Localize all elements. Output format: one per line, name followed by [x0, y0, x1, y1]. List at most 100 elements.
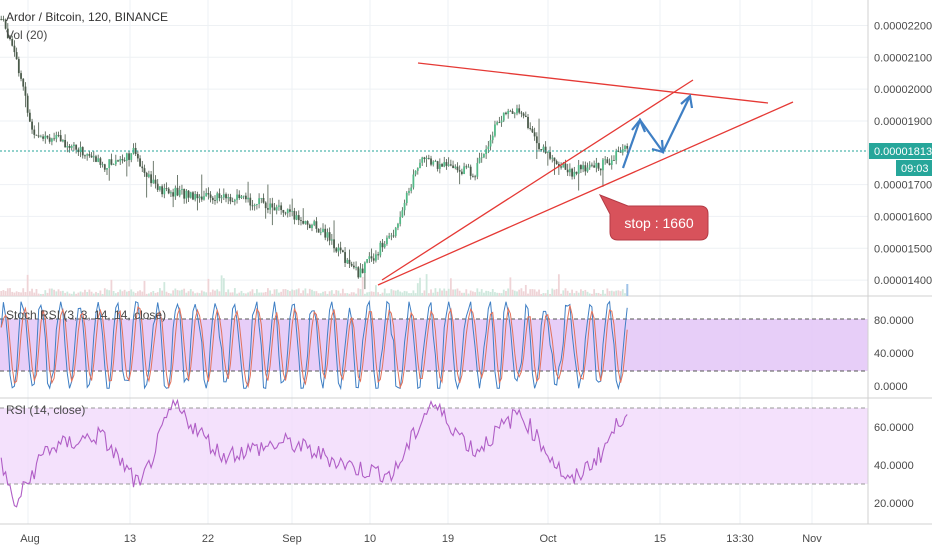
stop-callout[interactable]: stop : 1660 [598, 194, 709, 241]
volume-bar-136 [300, 293, 302, 296]
last-price-label: 0.00001813 [874, 146, 932, 158]
candle-body-144 [317, 228, 320, 233]
candle-body-282 [621, 149, 624, 153]
volume-bar-126 [278, 292, 280, 296]
volume-bar-32 [70, 293, 73, 296]
volume-bar-168 [370, 291, 373, 296]
volume-bar-43 [95, 291, 97, 296]
candle-body-41 [90, 155, 93, 158]
volume-bar-195 [430, 289, 432, 296]
candle-body-117 [258, 198, 260, 204]
volume-bar-198 [436, 291, 439, 296]
time-axis[interactable]: Aug 13 22 Sep 10 19 Oct 15 13:30 Nov [20, 533, 822, 545]
candle-body-1 [2, 19, 5, 20]
volume-bar-70 [154, 292, 157, 296]
candle-body-191 [421, 157, 424, 163]
candle-body-267 [588, 164, 591, 168]
volume-bar-143 [315, 291, 318, 296]
volume-bar-254 [560, 293, 562, 296]
countdown-label: 09:03 [901, 163, 929, 175]
resistance-trendline[interactable] [417, 62, 769, 104]
volume-bar-220 [485, 290, 488, 296]
volume-bar-212 [467, 293, 470, 296]
candle-body-26 [57, 134, 60, 136]
volume-bar-221 [487, 290, 490, 296]
trendlines[interactable] [377, 62, 794, 286]
upper-channel-trendline[interactable] [381, 79, 694, 281]
candle-body-247 [544, 146, 547, 154]
symbol-title[interactable]: Ardor / Bitcoin, 120, BINANCE [6, 10, 168, 24]
volume-bar-197 [434, 288, 437, 296]
volume-bar-207 [456, 288, 459, 296]
candle-body-258 [568, 168, 571, 173]
candle-body-123 [271, 203, 274, 208]
candle-body-64 [141, 166, 144, 169]
volume-bar-129 [284, 289, 287, 296]
volume-bar-200 [441, 290, 443, 296]
volume-bar-226 [498, 292, 501, 296]
candle-body-101 [222, 194, 225, 198]
candle-body-156 [344, 252, 346, 263]
candle-body-263 [580, 165, 582, 170]
volume-bar-119 [262, 292, 265, 296]
volume-bar-201 [443, 288, 446, 296]
candle-body-140 [308, 224, 311, 229]
volume-bar-40 [88, 289, 91, 296]
candle-body-13 [28, 112, 31, 122]
volume-bar-156 [344, 293, 346, 296]
candle-body-243 [535, 136, 538, 144]
candle-body-246 [542, 146, 545, 151]
time-label-0: Aug [20, 533, 40, 545]
candle-body-68 [150, 174, 152, 184]
volume-bar-131 [289, 291, 291, 296]
candle-body-182 [401, 210, 404, 218]
candle-body-262 [577, 165, 580, 174]
price-tick-4: 0.00001700 [874, 180, 932, 192]
volume-bar-91 [200, 290, 203, 296]
candle-body-176 [388, 235, 391, 238]
stoch-rsi-legend[interactable]: Stoch RSI (3, 3, 14, 14, close) [6, 308, 166, 322]
volume-bar-172 [379, 293, 382, 296]
projection-arrows[interactable] [621, 93, 694, 169]
candle-body-20 [44, 135, 47, 139]
stoch-axis: 80.0000 40.0000 0.0000 [874, 315, 914, 393]
support-trendline[interactable] [377, 101, 794, 286]
grid [0, 0, 868, 524]
volume-bar-20 [44, 290, 47, 296]
volume-bar-29 [64, 292, 67, 296]
volume-bar-279 [615, 290, 618, 296]
candle-body-115 [253, 204, 256, 206]
rsi-legend[interactable]: RSI (14, close) [6, 403, 85, 417]
volume-bar-67 [147, 293, 150, 296]
candle-body-89 [196, 194, 199, 199]
volume-bar-62 [136, 291, 139, 296]
candle-body-87 [192, 192, 194, 200]
candle-body-71 [156, 183, 159, 190]
candle-body-67 [147, 174, 150, 177]
candle-body-80 [176, 187, 179, 196]
volume-bar-53 [117, 292, 119, 296]
candle-body-265 [584, 165, 587, 172]
volume-bar-206 [454, 289, 457, 296]
candle-body-273 [602, 159, 604, 171]
candle-body-34 [75, 144, 78, 150]
candle-body-111 [244, 195, 247, 200]
volume-legend[interactable]: Vol (20) [6, 28, 47, 42]
price-axis[interactable]: 0.00002200 0.00002100 0.00002000 0.00001900… [874, 20, 932, 287]
candle-body-135 [297, 215, 300, 221]
candle-body-136 [300, 220, 302, 221]
volume-bar-128 [282, 289, 285, 296]
volume-bar-248 [546, 289, 549, 296]
volume-bar-last [626, 284, 629, 296]
volume-bar-227 [500, 293, 503, 296]
candle-body-43 [95, 156, 97, 162]
candle-body-183 [403, 202, 406, 211]
candle-body-124 [273, 207, 276, 211]
candle-body-225 [496, 122, 499, 125]
time-label-8: 13:30 [726, 533, 754, 545]
volume-bar-14 [31, 288, 33, 296]
volume-bar-236 [520, 288, 523, 296]
volume-bar-158 [348, 293, 351, 296]
volume-bar-282 [621, 289, 624, 296]
